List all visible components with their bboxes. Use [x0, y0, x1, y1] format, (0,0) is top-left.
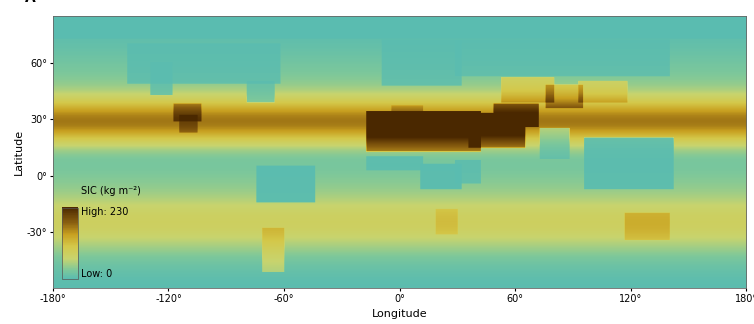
Bar: [63, 254, 78, 255]
Bar: [63, 268, 78, 269]
Bar: [63, 270, 78, 271]
Bar: [63, 216, 78, 217]
Bar: [63, 234, 78, 235]
Bar: [63, 247, 78, 248]
Bar: [63, 264, 78, 265]
Bar: [63, 274, 78, 275]
Bar: [63, 243, 78, 244]
Bar: [63, 258, 78, 259]
Bar: [63, 257, 78, 258]
Bar: [63, 222, 78, 223]
Bar: [63, 275, 78, 276]
Bar: [63, 272, 78, 273]
Bar: [63, 220, 78, 221]
Bar: [63, 224, 78, 225]
Bar: [63, 242, 78, 243]
Bar: [63, 229, 78, 230]
Bar: [63, 259, 78, 260]
Bar: [63, 213, 78, 214]
Bar: [63, 263, 78, 264]
Bar: [63, 278, 78, 279]
Bar: [63, 252, 78, 253]
Bar: [63, 238, 78, 239]
Bar: [63, 277, 78, 278]
Text: High: 230: High: 230: [81, 207, 128, 217]
Bar: [63, 267, 78, 268]
Bar: [63, 250, 78, 251]
Bar: [63, 218, 78, 219]
Bar: [63, 253, 78, 254]
Bar: [63, 265, 78, 266]
Bar: [63, 220, 78, 221]
Bar: [63, 210, 78, 211]
Bar: [63, 261, 78, 262]
Bar: [63, 266, 78, 267]
X-axis label: Longitude: Longitude: [372, 309, 428, 319]
Bar: [63, 239, 78, 240]
Bar: [63, 214, 78, 215]
Bar: [63, 210, 78, 211]
Bar: [63, 239, 78, 240]
Bar: [63, 241, 78, 242]
Bar: [63, 269, 78, 270]
Bar: [63, 227, 78, 228]
Bar: [63, 249, 78, 250]
Bar: [63, 235, 78, 236]
Bar: [63, 244, 78, 245]
Bar: [63, 235, 78, 236]
Bar: [63, 215, 78, 216]
Bar: [63, 256, 78, 257]
Bar: [63, 274, 78, 275]
Bar: [63, 226, 78, 227]
Bar: [63, 276, 78, 277]
Bar: [63, 212, 78, 213]
Text: A: A: [25, 0, 35, 5]
Bar: [63, 277, 78, 278]
Bar: [63, 252, 78, 253]
Bar: [63, 248, 78, 249]
Text: SIC (kg m⁻²): SIC (kg m⁻²): [81, 186, 140, 196]
Bar: [63, 209, 78, 210]
Bar: [63, 251, 78, 252]
Bar: [63, 249, 78, 250]
Bar: [63, 257, 78, 258]
Bar: [63, 208, 78, 209]
Bar: [63, 232, 78, 233]
Bar: [63, 214, 78, 215]
Bar: [63, 245, 78, 246]
Bar: [63, 219, 78, 220]
Bar: [63, 246, 78, 247]
Bar: [63, 260, 78, 261]
Bar: [63, 267, 78, 268]
Bar: [63, 273, 78, 274]
Bar: [63, 264, 78, 265]
Bar: [63, 213, 78, 214]
Bar: [63, 245, 78, 246]
Bar: [63, 236, 78, 237]
Bar: [63, 227, 78, 228]
Bar: [63, 232, 78, 233]
Bar: [63, 221, 78, 222]
Bar: [63, 207, 78, 208]
Y-axis label: Latitude: Latitude: [14, 129, 24, 175]
Bar: [63, 255, 78, 256]
Bar: [63, 231, 78, 232]
Bar: [63, 233, 78, 234]
Bar: [63, 211, 78, 212]
Bar: [63, 230, 78, 231]
Bar: [63, 225, 78, 226]
Bar: [63, 240, 78, 241]
Bar: [63, 208, 78, 279]
Bar: [63, 237, 78, 238]
Bar: [63, 271, 78, 272]
Bar: [63, 270, 78, 271]
Bar: [63, 225, 78, 226]
Bar: [63, 242, 78, 243]
Bar: [63, 223, 78, 224]
Bar: [63, 217, 78, 218]
Bar: [63, 217, 78, 218]
Bar: [63, 228, 78, 229]
Bar: [63, 262, 78, 263]
Text: Low: 0: Low: 0: [81, 269, 112, 279]
